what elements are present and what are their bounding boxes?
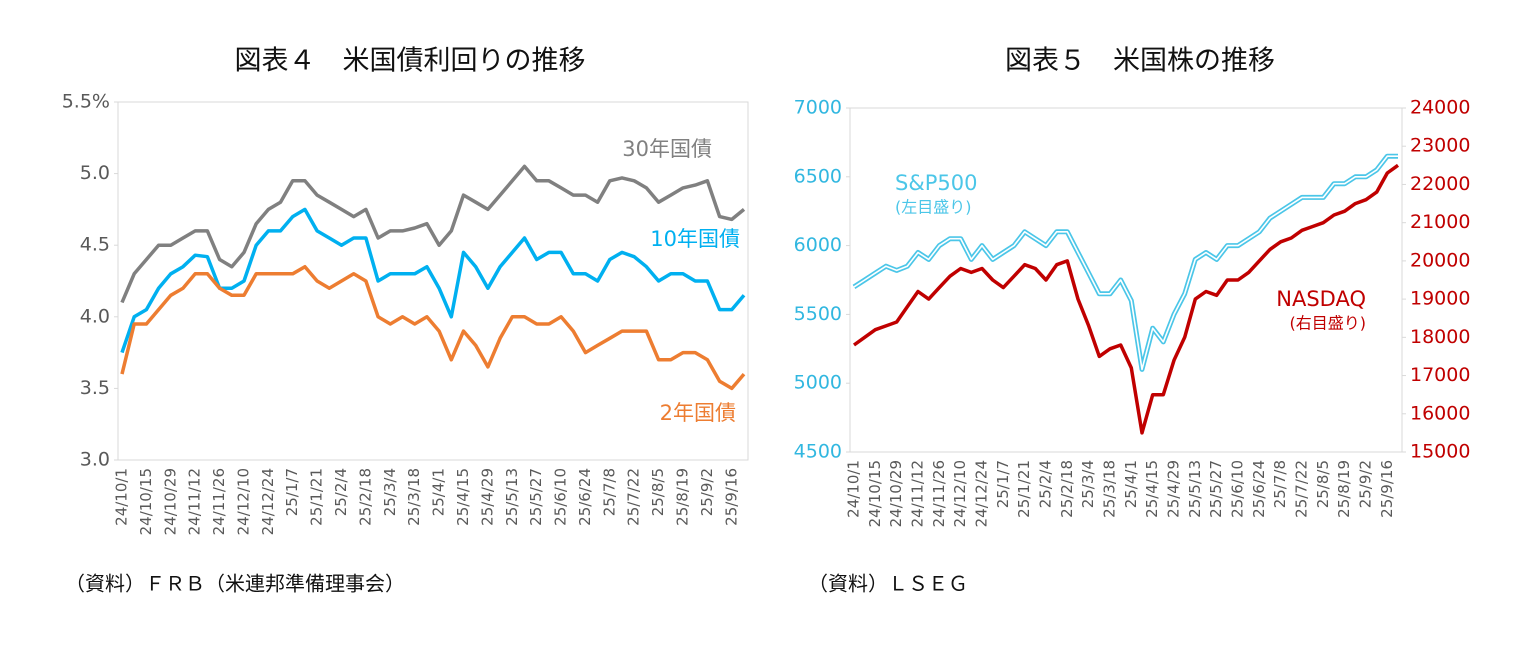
y2-tick-label: 22000 xyxy=(1410,173,1470,195)
y-tick-label: 5.0 xyxy=(80,162,110,184)
x-tick-label: 25/4/1 xyxy=(430,468,448,516)
series-label: 30年国債 xyxy=(622,137,712,161)
x-tick-label: 25/4/29 xyxy=(478,468,496,526)
x-tick-label: 25/1/21 xyxy=(308,468,326,526)
x-tick-label: 24/12/10 xyxy=(951,460,969,527)
x-tick-label: 25/9/16 xyxy=(722,468,740,526)
x-tick-label: 25/8/5 xyxy=(649,468,667,516)
y2-tick-label: 17000 xyxy=(1410,364,1470,386)
series-line-inner xyxy=(853,155,1398,371)
x-tick-label: 25/8/19 xyxy=(1335,460,1353,518)
series-label: 10年国債 xyxy=(650,227,740,251)
y-tick-label: 6500 xyxy=(794,165,842,187)
x-tick-label: 25/1/7 xyxy=(994,460,1012,508)
x-tick-label: 25/4/29 xyxy=(1165,460,1183,518)
x-tick-label: 25/7/8 xyxy=(600,468,618,516)
x-tick-label: 25/4/15 xyxy=(454,468,472,526)
x-tick-label: 25/3/18 xyxy=(1101,460,1119,518)
x-tick-label: 24/12/24 xyxy=(973,460,991,527)
x-tick-label: 25/2/18 xyxy=(1058,460,1076,518)
series-label: 2年国債 xyxy=(660,401,736,425)
series-label: NASDAQ xyxy=(1276,287,1366,311)
x-tick-label: 25/3/4 xyxy=(1079,460,1097,508)
series-label: S&P500 xyxy=(895,171,977,195)
x-tick-label: 25/6/24 xyxy=(1250,460,1268,518)
series-line xyxy=(120,207,746,354)
x-tick-label: 24/10/1 xyxy=(113,468,131,526)
plot-frame xyxy=(849,107,1403,453)
y2-tick-label: 18000 xyxy=(1410,326,1470,348)
source-note: （資料）ＦＲＢ（米連邦準備理事会） xyxy=(65,572,405,596)
chart-title: 図表４ 米国債利回りの推移 xyxy=(235,46,586,77)
y-tick-label: 4500 xyxy=(794,441,842,463)
y-tick-label: 5.5% xyxy=(62,91,110,113)
x-tick-label: 24/11/26 xyxy=(210,468,228,535)
x-tick-label: 25/3/18 xyxy=(405,468,423,526)
x-tick-label: 25/1/7 xyxy=(283,468,301,516)
x-tick-label: 25/6/10 xyxy=(552,468,570,526)
x-tick-label: 25/4/15 xyxy=(1143,460,1161,518)
x-tick-label: 25/6/10 xyxy=(1229,460,1247,518)
x-tick-label: 25/2/18 xyxy=(356,468,374,526)
series-note: (左目盛り) xyxy=(895,198,972,217)
x-tick-label: 25/1/21 xyxy=(1015,460,1033,518)
y-tick-label: 7000 xyxy=(794,97,842,119)
x-tick-label: 24/10/15 xyxy=(137,468,155,535)
x-tick-label: 24/12/10 xyxy=(234,468,252,535)
y-tick-label: 3.0 xyxy=(80,449,110,471)
x-tick-label: 25/7/8 xyxy=(1271,460,1289,508)
x-tick-label: 25/5/27 xyxy=(527,468,545,526)
x-tick-label: 25/3/4 xyxy=(381,468,399,516)
series-note: (右目盛り) xyxy=(1290,314,1367,333)
x-tick-label: 25/8/5 xyxy=(1314,460,1332,508)
x-tick-label: 24/11/12 xyxy=(909,460,927,527)
x-tick-label: 24/10/15 xyxy=(866,460,884,527)
x-tick-label: 24/11/12 xyxy=(186,468,204,535)
x-tick-label: 25/8/19 xyxy=(674,468,692,526)
x-tick-label: 25/2/4 xyxy=(332,468,350,516)
x-tick-label: 25/9/2 xyxy=(1357,460,1375,508)
y2-tick-label: 20000 xyxy=(1410,249,1470,271)
x-tick-label: 24/12/24 xyxy=(259,468,277,535)
y2-tick-label: 19000 xyxy=(1410,288,1470,310)
x-tick-label: 24/10/29 xyxy=(161,468,179,535)
source-note: （資料）ＬＳＥＧ xyxy=(808,572,968,596)
x-tick-label: 25/6/24 xyxy=(576,468,594,526)
y2-tick-label: 23000 xyxy=(1410,135,1470,157)
y-tick-label: 3.5 xyxy=(80,377,110,399)
x-tick-label: 25/9/16 xyxy=(1378,460,1396,518)
y-tick-label: 4.5 xyxy=(80,234,110,256)
series-line xyxy=(852,163,1400,435)
y2-tick-label: 24000 xyxy=(1410,97,1470,119)
x-tick-label: 25/7/22 xyxy=(1293,460,1311,518)
x-tick-label: 25/5/27 xyxy=(1207,460,1225,518)
y2-tick-label: 21000 xyxy=(1410,211,1470,233)
x-tick-label: 25/2/4 xyxy=(1037,460,1055,508)
x-tick-label: 25/5/13 xyxy=(503,468,521,526)
x-tick-label: 25/7/22 xyxy=(625,468,643,526)
x-tick-label: 24/10/29 xyxy=(887,460,905,527)
plot-frame xyxy=(117,101,749,461)
y-tick-label: 5000 xyxy=(794,372,842,394)
x-tick-label: 25/9/2 xyxy=(698,468,716,516)
y-tick-label: 6000 xyxy=(794,234,842,256)
series-line xyxy=(120,264,746,391)
y2-tick-label: 16000 xyxy=(1410,402,1470,424)
y-tick-label: 4.0 xyxy=(80,305,110,327)
x-tick-label: 25/5/13 xyxy=(1186,460,1204,518)
x-tick-label: 25/4/1 xyxy=(1122,460,1140,508)
series-line xyxy=(120,164,746,304)
chart-title: 図表５ 米国株の推移 xyxy=(1005,46,1275,77)
y-tick-label: 5500 xyxy=(794,303,842,325)
x-tick-label: 24/11/26 xyxy=(930,460,948,527)
y2-tick-label: 15000 xyxy=(1410,441,1470,463)
x-tick-label: 24/10/1 xyxy=(845,460,863,518)
